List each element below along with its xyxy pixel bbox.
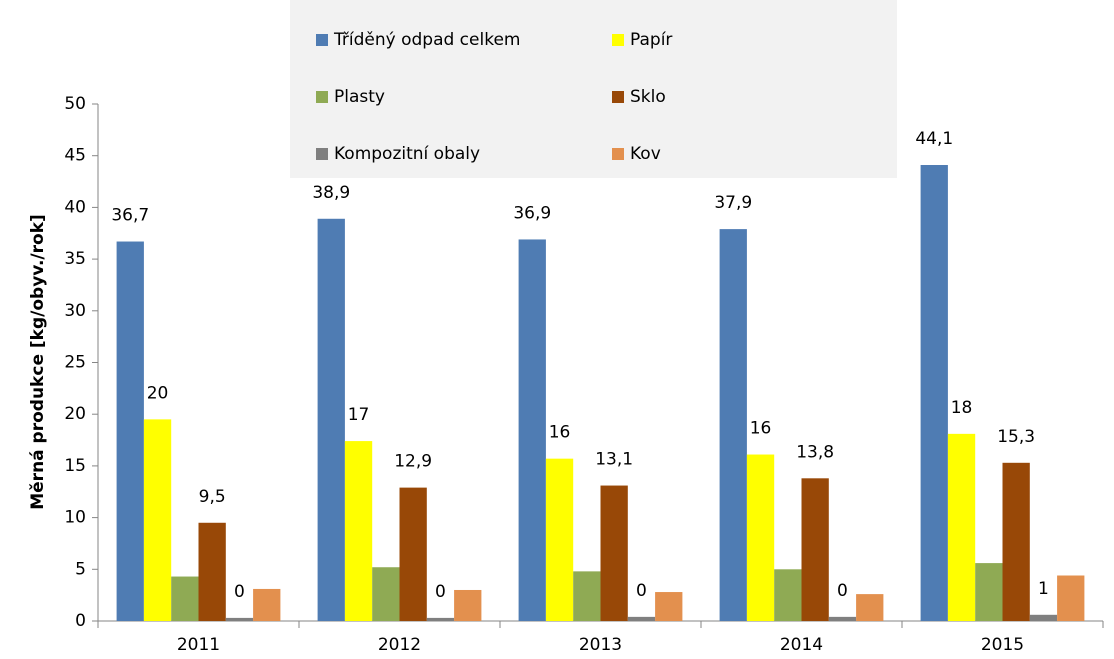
data-label: 12,9 <box>394 452 432 472</box>
x-tick-label: 2014 <box>780 635 823 655</box>
bar <box>372 567 400 621</box>
data-label: 0 <box>234 582 245 602</box>
legend-swatch <box>316 148 328 160</box>
data-label: 20 <box>147 383 169 403</box>
bar <box>975 563 1003 621</box>
legend-label: Plasty <box>334 87 385 107</box>
y-tick-label: 35 <box>64 249 86 269</box>
bar <box>1002 462 1030 621</box>
y-tick-label: 25 <box>64 353 86 373</box>
data-label: 0 <box>837 581 848 601</box>
data-label: 38,9 <box>312 183 350 203</box>
bar <box>801 478 829 621</box>
bar <box>198 522 226 621</box>
data-label: 13,8 <box>796 442 834 462</box>
x-tick-label: 2012 <box>378 635 421 655</box>
x-tick-label: 2013 <box>579 635 622 655</box>
bar <box>454 589 482 621</box>
bar <box>317 218 345 622</box>
data-label: 44,1 <box>915 129 953 149</box>
legend-label: Kompozitní obaly <box>334 144 480 164</box>
data-label: 1 <box>1038 579 1049 599</box>
legend-box <box>290 0 897 178</box>
y-tick-label: 0 <box>75 611 86 631</box>
y-tick-label: 20 <box>64 404 86 424</box>
data-label: 13,1 <box>595 450 633 470</box>
data-label: 0 <box>636 581 647 601</box>
bar <box>856 594 884 621</box>
y-tick-label: 5 <box>75 559 86 579</box>
bar <box>1029 614 1058 621</box>
bar <box>719 229 747 621</box>
data-label: 15,3 <box>997 427 1035 447</box>
bar <box>253 588 281 621</box>
legend-swatch <box>316 91 328 103</box>
y-tick-label: 10 <box>64 508 86 528</box>
bar <box>143 419 172 621</box>
y-tick-label: 50 <box>64 94 86 114</box>
bar <box>545 458 574 621</box>
legend-swatch <box>612 91 624 103</box>
bar <box>655 592 683 621</box>
legend-swatch <box>316 34 328 46</box>
bar <box>518 239 546 622</box>
bar <box>171 576 199 621</box>
data-label: 36,9 <box>513 203 551 223</box>
data-label: 36,7 <box>111 206 149 226</box>
legend-label: Tříděný odpad celkem <box>333 30 520 50</box>
bar <box>225 617 254 621</box>
y-tick-label: 40 <box>64 197 86 217</box>
data-label: 16 <box>549 423 571 443</box>
y-tick-label: 45 <box>64 146 86 166</box>
bar <box>627 616 656 621</box>
legend-label: Kov <box>630 144 661 164</box>
data-label: 0 <box>435 582 446 602</box>
legend-label: Papír <box>630 30 672 50</box>
bar <box>116 241 144 621</box>
data-label: 16 <box>750 419 772 439</box>
y-tick-label: 15 <box>64 456 86 476</box>
data-label: 9,5 <box>199 487 226 507</box>
x-tick-label: 2015 <box>981 635 1024 655</box>
data-label: 18 <box>951 398 973 418</box>
x-tick-label: 2011 <box>177 635 220 655</box>
bar <box>746 454 775 621</box>
legend-label: Sklo <box>630 87 666 107</box>
y-tick-label: 30 <box>64 301 86 321</box>
bar <box>344 441 373 621</box>
legend-swatch <box>612 34 624 46</box>
legend-swatch <box>612 148 624 160</box>
y-axis-label: Měrná produkce [kg/obyv./rok] <box>28 214 48 510</box>
bar <box>947 433 976 621</box>
bar <box>399 487 427 621</box>
bar <box>774 569 802 621</box>
data-label: 17 <box>348 405 370 425</box>
bar <box>1057 575 1085 621</box>
data-label: 37,9 <box>714 193 752 213</box>
bar <box>426 617 455 621</box>
bar <box>828 616 857 621</box>
bar <box>600 485 628 621</box>
bar <box>920 165 948 622</box>
bar <box>573 571 601 621</box>
